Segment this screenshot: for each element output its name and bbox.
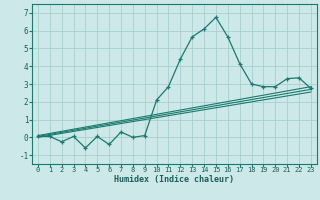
X-axis label: Humidex (Indice chaleur): Humidex (Indice chaleur) bbox=[115, 175, 234, 184]
